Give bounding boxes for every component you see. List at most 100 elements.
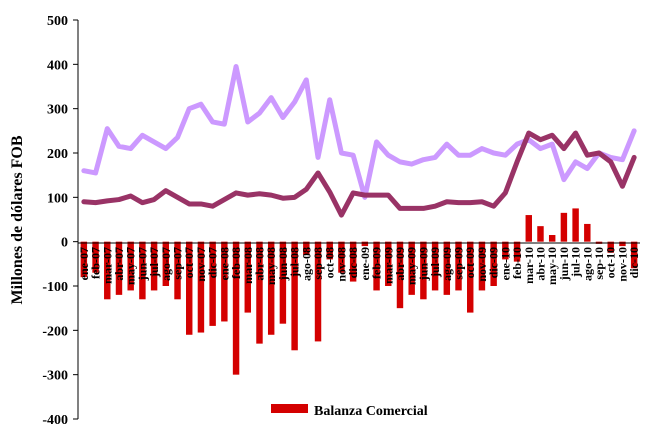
bar xyxy=(513,241,521,262)
bar xyxy=(478,241,486,291)
bar xyxy=(525,215,532,242)
bar xyxy=(455,241,462,291)
x-tick-label: feb-10 xyxy=(510,247,524,279)
bar xyxy=(396,241,404,309)
x-tick-label: sep-09 xyxy=(452,247,466,280)
bar xyxy=(115,241,123,295)
x-tick-label: feb-09 xyxy=(370,247,384,279)
bar xyxy=(314,241,322,342)
legend-swatch xyxy=(271,404,308,413)
y-tick-label: 400 xyxy=(47,58,68,73)
x-tick-label: may-09 xyxy=(405,247,419,285)
x-tick-label: dic-08 xyxy=(346,247,360,278)
x-tick-label: ene-10 xyxy=(498,247,512,280)
x-tick-label: ago-10 xyxy=(580,247,594,281)
x-tick-label: oct-10 xyxy=(604,247,618,278)
bar xyxy=(232,241,240,375)
bar xyxy=(291,241,298,351)
x-tick-label: jun-07 xyxy=(135,247,149,281)
x-tick-label: mar-09 xyxy=(381,247,395,284)
x-tick-label: mar-08 xyxy=(241,247,255,284)
bar xyxy=(373,241,380,291)
x-tick-label: abr-09 xyxy=(393,247,407,281)
bar xyxy=(560,212,568,242)
x-tick-label: sep-07 xyxy=(171,247,185,280)
x-tick-label: ene-08 xyxy=(217,247,231,280)
bar xyxy=(607,241,614,253)
legend: Balanza Comercial xyxy=(271,404,428,419)
x-tick-label: jul-07 xyxy=(147,247,161,278)
bar xyxy=(619,241,626,247)
bar xyxy=(256,241,263,344)
bar xyxy=(186,241,193,335)
bar xyxy=(279,241,287,324)
x-tick-label: may-08 xyxy=(264,247,278,285)
bar xyxy=(385,241,392,286)
x-tick-label: sep-10 xyxy=(592,247,606,280)
bar xyxy=(349,241,357,282)
x-tick-label: sep-08 xyxy=(311,247,325,280)
bar xyxy=(572,208,579,242)
bar xyxy=(420,241,427,300)
x-tick-label: may-07 xyxy=(124,247,138,285)
y-tick-label: 0 xyxy=(61,236,68,251)
x-tick-label: jul-09 xyxy=(428,247,442,278)
y-tick-label: -300 xyxy=(42,369,68,384)
x-tick-label: abr-07 xyxy=(112,247,126,281)
y-axis-label: Millones de dólares FOB xyxy=(9,135,26,304)
y-tick-label: 500 xyxy=(47,14,68,29)
bar xyxy=(267,241,275,335)
bar xyxy=(490,241,497,286)
bar xyxy=(467,241,474,313)
bar xyxy=(303,241,310,255)
x-tick-label: jun-10 xyxy=(557,247,571,281)
y-axis-group: 500 400 300 200 100 0 -100 -200 -300 -400 Millone… xyxy=(9,14,79,426)
legend-label: Balanza Comercial xyxy=(314,404,428,419)
series-line-1 xyxy=(81,64,637,200)
y-tick-label: 300 xyxy=(47,103,68,118)
x-tick-label: oct-08 xyxy=(323,247,337,278)
y-tick-label: -100 xyxy=(42,280,68,295)
x-tick-label: feb-07 xyxy=(89,247,103,279)
x-tick-label: ago-09 xyxy=(440,247,454,281)
x-tick-label: oct-09 xyxy=(463,247,477,278)
bar xyxy=(80,241,88,278)
x-tick-label: jul-08 xyxy=(288,247,302,278)
x-tick-label: dic-09 xyxy=(487,247,501,278)
bar xyxy=(548,235,556,242)
bar xyxy=(584,223,591,242)
bar xyxy=(537,226,544,242)
x-tick-label: abr-10 xyxy=(533,247,547,281)
y-tick-label: 100 xyxy=(47,191,68,206)
bar xyxy=(92,241,99,273)
bar xyxy=(162,241,170,286)
y-ticks: 500 400 300 200 100 0 -100 -200 -300 -400 xyxy=(42,14,78,426)
x-tick-label: nov-07 xyxy=(194,247,208,282)
bar xyxy=(326,241,333,260)
x-tick-label: jul-10 xyxy=(569,247,583,278)
x-tick-label: nov-09 xyxy=(475,247,489,282)
x-tick-label: ago-08 xyxy=(299,247,313,281)
bar xyxy=(630,241,638,269)
bar xyxy=(338,241,345,273)
bar xyxy=(127,241,134,291)
x-tick-label: feb-08 xyxy=(229,247,243,279)
x-tick-label: nov-10 xyxy=(615,247,629,282)
bar xyxy=(443,241,451,295)
bar xyxy=(221,241,228,322)
series-line-2 xyxy=(81,130,637,218)
bar xyxy=(244,241,251,313)
x-tick-label: jun-08 xyxy=(276,247,290,281)
x-tick-label: abr-08 xyxy=(252,247,266,281)
bar xyxy=(209,241,216,326)
x-tick-label: nov-08 xyxy=(334,247,348,282)
bar xyxy=(502,241,509,260)
x-tick-label: mar-07 xyxy=(100,247,114,284)
bar xyxy=(104,241,111,300)
x-tick-labels: ene-07feb-07mar-07abr-07may-07jun-07jul-… xyxy=(77,247,641,285)
bar xyxy=(197,241,205,333)
bar xyxy=(139,241,146,300)
x-tick-label: ene-07 xyxy=(77,247,91,280)
x-tick-label: ago-07 xyxy=(159,247,173,281)
